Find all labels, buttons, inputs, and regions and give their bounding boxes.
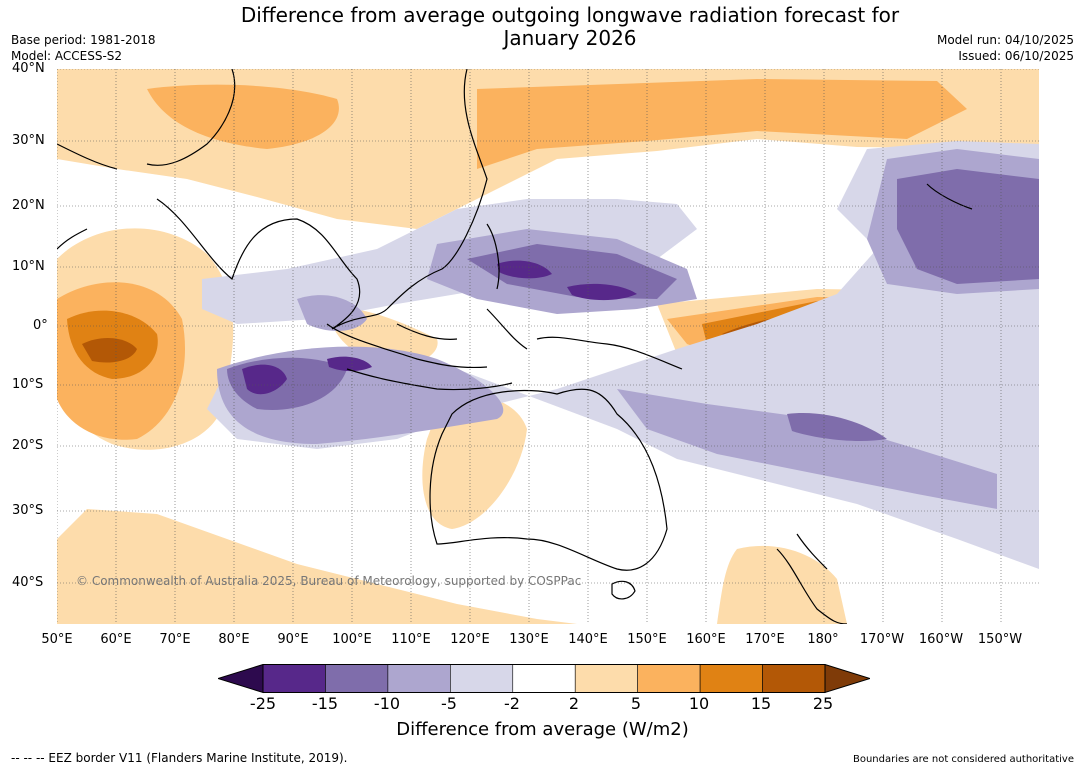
lat-label-20n: 20°N: [12, 198, 45, 213]
lon-label-180: 180°: [807, 632, 839, 647]
lon-label-50e: 50°E: [41, 632, 73, 647]
colorbar-tick: 25: [812, 694, 834, 713]
title-line-1: Difference from average outgoing longwav…: [240, 3, 900, 27]
colorbar-segment: [325, 664, 389, 693]
lon-label-130e: 130°E: [509, 632, 549, 647]
meta-right: Model run: 04/10/2025 Issued: 06/10/2025: [937, 32, 1074, 64]
colorbar-segment: [699, 664, 763, 693]
coastlines: [57, 69, 973, 624]
meridians: [57, 69, 1002, 624]
lon-label-170e: 170°E: [745, 632, 785, 647]
shading-medium-purple: [227, 169, 1039, 442]
colorbar-segment: [262, 664, 326, 693]
colorbar-graphic: [216, 663, 872, 694]
colorbar-extend-high: [824, 663, 872, 694]
lon-label-90e: 90°E: [277, 632, 309, 647]
base-period: Base period: 1981-2018: [11, 33, 156, 47]
boundary-disclaimer: Boundaries are not considered authoritat…: [852, 754, 1074, 765]
colorbar-label: Difference from average (W/m2): [396, 719, 689, 740]
lat-label-40s: 40°S: [12, 575, 44, 590]
lon-label-170w: 170°W: [859, 632, 905, 647]
lat-label-0: 0°: [33, 318, 48, 333]
lon-label-80e: 80°E: [218, 632, 250, 647]
lat-label-10n: 10°N: [12, 259, 45, 274]
lon-label-140e: 140°E: [568, 632, 608, 647]
olr-map: [57, 69, 1039, 624]
colorbar-tick: 2: [568, 694, 580, 713]
colorbar-segment: [512, 664, 576, 693]
map-canvas: [57, 69, 1039, 624]
lat-label-30n: 30°N: [12, 133, 45, 148]
lat-label-10s: 10°S: [12, 377, 44, 392]
colorbar: [216, 663, 872, 698]
lon-label-150w: 150°W: [977, 632, 1023, 647]
eez-note: -- -- -- EEZ border V11 (Flanders Marine…: [11, 751, 348, 765]
colorbar-tick: -25: [249, 694, 277, 713]
colorbar-tick: -5: [441, 694, 457, 713]
issued-date: Issued: 06/10/2025: [958, 49, 1074, 63]
title-line-2: January 2026: [503, 26, 637, 50]
lat-label-40n: 40°N: [12, 61, 45, 76]
colorbar-segment: [637, 664, 701, 693]
colorbar-tick: -2: [504, 694, 520, 713]
meta-left: Base period: 1981-2018 Model: ACCESS-S2: [11, 32, 156, 64]
model-run: Model run: 04/10/2025: [936, 33, 1074, 47]
colorbar-tick: 10: [688, 694, 710, 713]
colorbar-segment: [762, 664, 826, 693]
lon-label-150e: 150°E: [627, 632, 667, 647]
lon-label-70e: 70°E: [159, 632, 191, 647]
lon-label-100e: 100°E: [332, 632, 372, 647]
colorbar-tick: -15: [311, 694, 339, 713]
model-name: Model: ACCESS-S2: [11, 49, 123, 63]
colorbar-segment: [574, 664, 638, 693]
copyright-notice: © Commonwealth of Australia 2025, Bureau…: [76, 574, 582, 588]
colorbar-tick: -10: [373, 694, 401, 713]
lon-label-160w: 160°W: [918, 632, 964, 647]
colorbar-extend-low: [216, 663, 264, 694]
map-title: Difference from average outgoing longwav…: [160, 4, 980, 50]
lon-label-160e: 160°E: [686, 632, 726, 647]
lat-label-20s: 20°S: [12, 438, 44, 453]
colorbar-segment: [387, 664, 451, 693]
colorbar-tick: 5: [630, 694, 642, 713]
lon-label-60e: 60°E: [100, 632, 132, 647]
lon-label-120e: 120°E: [450, 632, 490, 647]
colorbar-tick: 15: [750, 694, 772, 713]
lon-label-110e: 110°E: [391, 632, 431, 647]
shading-dark-purple: [242, 260, 637, 395]
colorbar-segment: [450, 664, 514, 693]
lat-label-30s: 30°S: [12, 503, 44, 518]
